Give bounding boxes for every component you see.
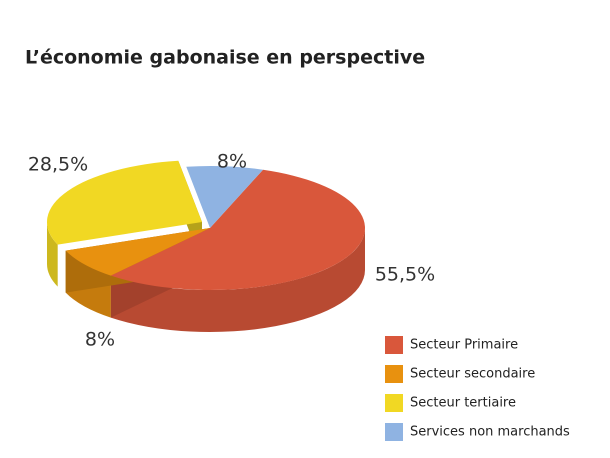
legend-swatch <box>385 365 403 383</box>
slice <box>46 160 202 245</box>
legend-label: Secteur secondaire <box>410 367 535 382</box>
legend-label: Secteur Primaire <box>410 338 518 353</box>
slice-side <box>110 228 366 332</box>
legend-swatch <box>385 336 403 354</box>
value-label: 55,5% <box>375 264 435 286</box>
slice <box>110 169 366 291</box>
slice <box>186 166 264 228</box>
slice-side <box>47 222 58 287</box>
value-label: 8% <box>217 151 247 173</box>
legend-swatch <box>385 423 403 441</box>
value-label: 28,5% <box>28 154 88 176</box>
value-label: 8% <box>85 329 115 351</box>
slice <box>65 228 211 276</box>
legend-swatch <box>385 394 403 412</box>
legend-label: Services non marchands <box>410 425 570 440</box>
chart-title: L’économie gabonaise en perspective <box>25 47 425 69</box>
legend-label: Secteur tertiaire <box>410 396 516 411</box>
